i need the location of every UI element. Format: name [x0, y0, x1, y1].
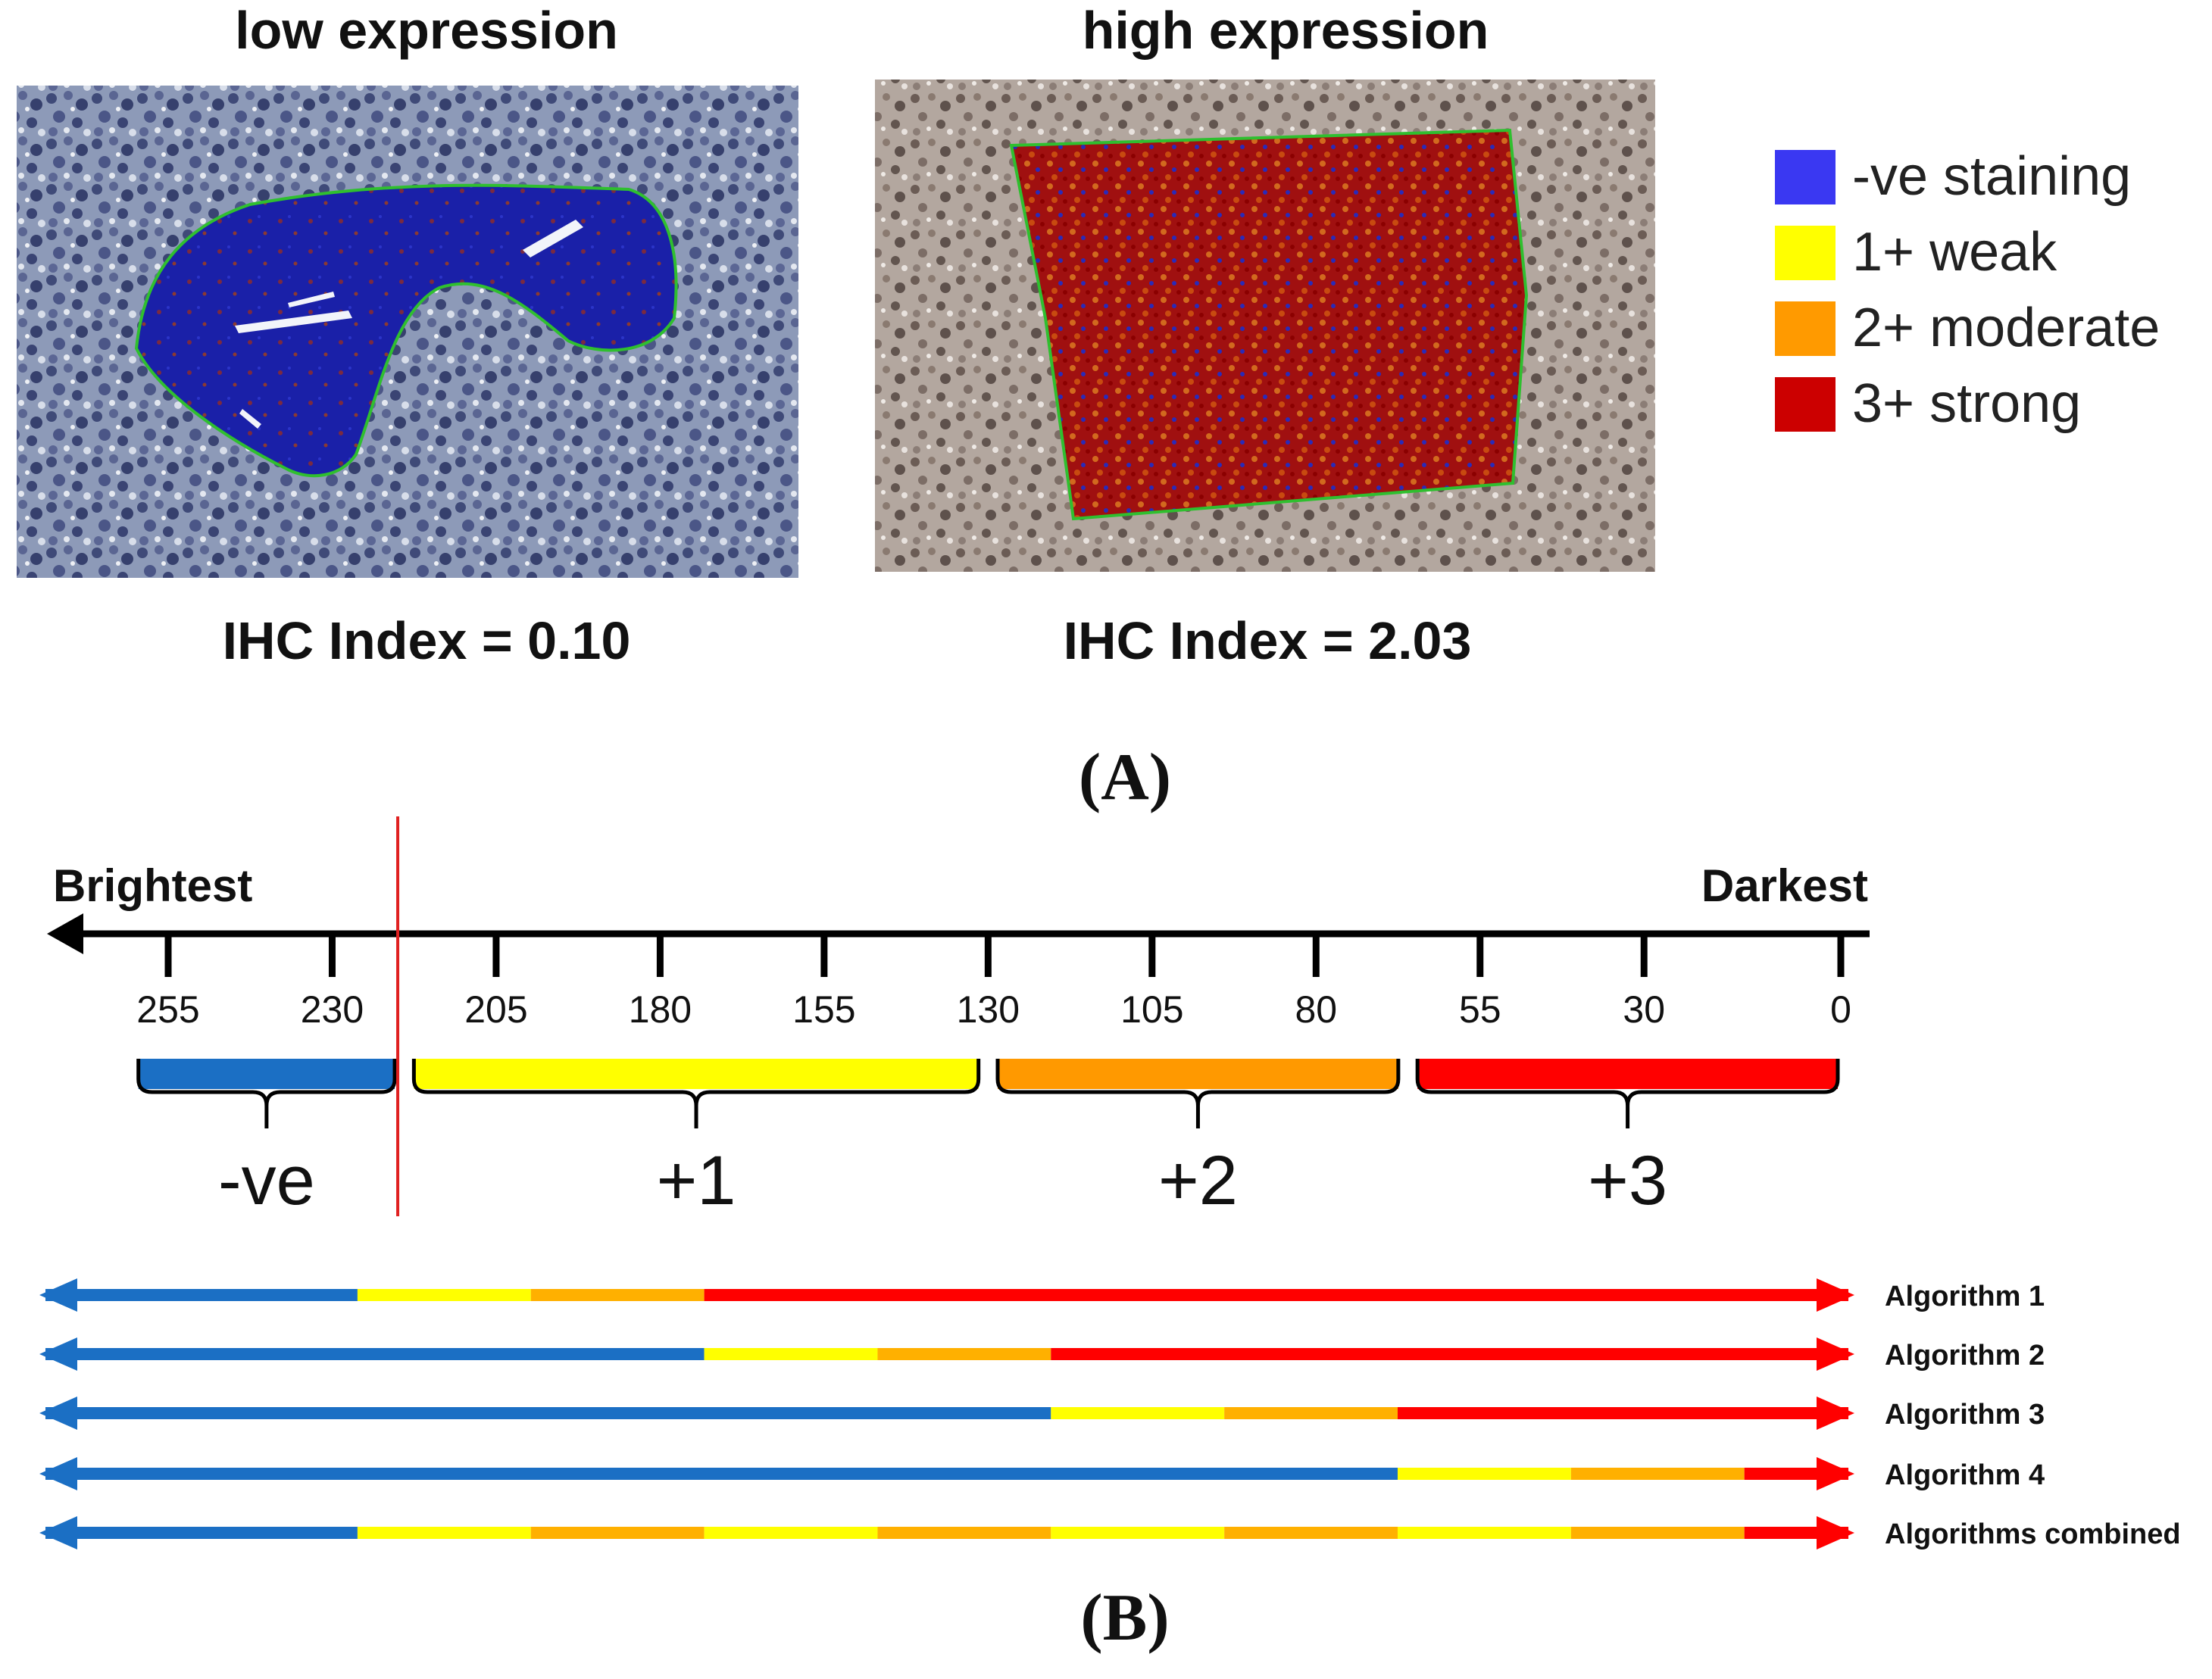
low-expression-title: low expression — [235, 1, 618, 60]
algorithm-row: Algorithm 2 — [39, 1337, 2045, 1372]
high-expression-roi — [1009, 128, 1529, 521]
axis-left-label: Brightest — [53, 860, 252, 911]
algorithm-segment-weak — [1398, 1468, 1571, 1480]
legend-swatch-strong — [1775, 377, 1836, 432]
panel-b-label: (B) — [1080, 1581, 1169, 1655]
panel-a-label: (A) — [1079, 741, 1171, 814]
legend-item-weak: 1+ weak — [1775, 222, 2057, 282]
axis-tick-label: 0 — [1830, 988, 1851, 1031]
algorithm-segment-neg — [45, 1289, 358, 1301]
bracket-brace — [411, 1059, 981, 1128]
axis-arrowhead — [47, 913, 83, 954]
algorithm-segment-moderate — [530, 1289, 705, 1301]
algorithm-label: Algorithm 2 — [1885, 1340, 2045, 1372]
axis-tick-label: 255 — [136, 988, 199, 1031]
algorithm-segment-moderate — [1570, 1527, 1745, 1539]
algorithm-segment-weak — [704, 1348, 878, 1360]
bracket-brace — [136, 1059, 397, 1128]
algorithm-segment-moderate — [877, 1527, 1051, 1539]
bracket-brace — [1415, 1059, 1840, 1128]
axis-tick-label: 80 — [1295, 988, 1337, 1031]
algorithm-bars: Algorithm 1 Algorithm 2 Algorithm 3 Algorit… — [39, 1278, 2181, 1550]
intensity-axis: 255 230 205 180 155 130 105 80 55 30 0 — [47, 913, 1870, 1031]
legend-label-negative: -ve staining — [1852, 146, 2131, 207]
bracket-label: -ve — [218, 1142, 315, 1219]
algorithm-segment-moderate — [1224, 1527, 1398, 1539]
low-expression-index: IHC Index = 0.10 — [223, 611, 631, 670]
algorithm-label: Algorithm 4 — [1885, 1459, 2045, 1491]
algorithm-row: Algorithms combined — [39, 1516, 2181, 1550]
algorithm-arrow-right — [1817, 1337, 1854, 1371]
low-expression-micrograph — [17, 86, 798, 578]
algorithm-row: Algorithm 4 — [39, 1457, 2045, 1491]
legend-item-negative: -ve staining — [1775, 146, 2131, 207]
algorithm-label: Algorithm 3 — [1885, 1399, 2045, 1431]
legend-swatch-moderate — [1775, 301, 1836, 356]
algorithm-segment-moderate — [1570, 1468, 1745, 1480]
algorithm-segment-neg — [45, 1348, 705, 1360]
algorithm-segment-weak — [1051, 1407, 1225, 1419]
algorithm-segment-moderate — [530, 1527, 705, 1539]
bracket-band — [138, 1059, 395, 1089]
algorithm-segment-moderate — [877, 1348, 1051, 1360]
axis-tick-label: 30 — [1623, 988, 1665, 1031]
axis-tick-label: 155 — [792, 988, 855, 1031]
algorithm-segment-weak — [1051, 1527, 1225, 1539]
bracket-label: +1 — [657, 1142, 736, 1219]
algorithm-segment-weak — [357, 1289, 531, 1301]
legend-item-moderate: 2+ moderate — [1775, 298, 2160, 358]
legend-label-moderate: 2+ moderate — [1852, 298, 2160, 358]
high-expression-index: IHC Index = 2.03 — [1064, 611, 1472, 670]
bracket-band — [414, 1059, 979, 1089]
legend-swatch-negative — [1775, 150, 1836, 204]
axis-tick-label: 180 — [629, 988, 692, 1031]
low-expression-roi — [134, 183, 678, 478]
axis-tick-label: 105 — [1120, 988, 1183, 1031]
algorithm-label: Algorithm 1 — [1885, 1281, 2045, 1312]
intensity-brackets: -ve +1 +2 +3 — [136, 1059, 1840, 1219]
algorithm-segment-weak — [704, 1527, 878, 1539]
bracket-label: +2 — [1158, 1142, 1238, 1219]
staining-legend: -ve staining 1+ weak 2+ moderate 3+ stro… — [1775, 146, 2160, 434]
algorithm-arrow-right — [1817, 1516, 1854, 1549]
axis-tick-label: 55 — [1459, 988, 1501, 1031]
algorithm-arrow-left — [39, 1516, 77, 1549]
legend-swatch-weak — [1775, 226, 1836, 280]
algorithm-arrow-left — [39, 1457, 77, 1490]
algorithm-arrow-right — [1817, 1397, 1854, 1430]
legend-label-weak: 1+ weak — [1852, 222, 2057, 282]
algorithm-row: Algorithm 1 — [39, 1278, 2045, 1312]
algorithm-label: Algorithms combined — [1885, 1518, 2181, 1550]
algorithm-segment-strong — [704, 1289, 1848, 1301]
axis-tick-label: 130 — [957, 988, 1020, 1031]
legend-label-strong: 3+ strong — [1852, 373, 2081, 434]
algorithm-segment-moderate — [1224, 1407, 1398, 1419]
axis-tick-label: 230 — [301, 988, 364, 1031]
algorithm-segment-neg — [45, 1468, 1398, 1480]
bracket-band — [1417, 1059, 1838, 1089]
high-expression-micrograph — [875, 80, 1655, 572]
axis-right-label: Darkest — [1701, 860, 1868, 911]
algorithm-segment-strong — [1051, 1348, 1848, 1360]
legend-item-strong: 3+ strong — [1775, 373, 2081, 434]
algorithm-arrow-left — [39, 1278, 77, 1312]
bracket-band — [998, 1059, 1398, 1089]
bracket-brace — [995, 1059, 1401, 1128]
axis-tick-label: 205 — [464, 988, 527, 1031]
algorithm-arrow-left — [39, 1337, 77, 1371]
algorithm-segment-neg — [45, 1407, 1051, 1419]
algorithm-segment-weak — [357, 1527, 531, 1539]
algorithm-arrow-left — [39, 1397, 77, 1430]
algorithm-arrow-right — [1817, 1278, 1854, 1312]
algorithm-row: Algorithm 3 — [39, 1397, 2045, 1431]
bracket-label: +3 — [1588, 1142, 1667, 1219]
algorithm-segment-weak — [1398, 1527, 1571, 1539]
high-expression-title: high expression — [1083, 1, 1489, 60]
algorithm-segment-strong — [1398, 1407, 1848, 1419]
algorithm-segment-neg — [45, 1527, 358, 1539]
algorithm-arrow-right — [1817, 1457, 1854, 1490]
